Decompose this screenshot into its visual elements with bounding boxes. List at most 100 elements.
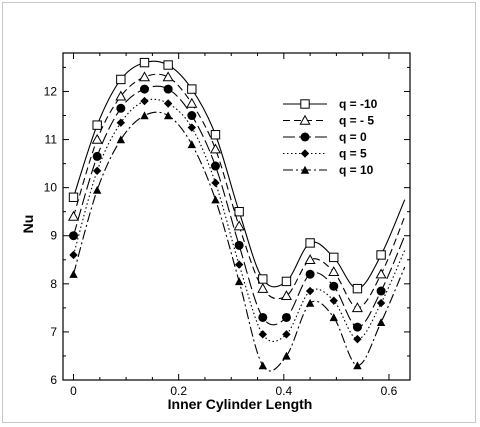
data-point [163,99,173,108]
series-5 [69,111,406,372]
series-layer [67,57,406,372]
series-4 [69,96,406,344]
plot-area [62,52,411,381]
y-tick-label: 9 [50,229,57,243]
data-point [163,111,173,120]
data-point [352,283,363,294]
data-point [305,238,315,248]
data-point [305,298,315,307]
axes-layer: 0 0.2 0.4 0.6 6 7 8 9 10 11 12 [44,53,410,398]
legend-marker [300,132,310,142]
data-point [210,130,221,140]
legend-label: q = - 5 [339,114,374,128]
legend: q = -10 q = - 5 q = 0 q = 5 q = 10 [283,97,378,177]
data-point [187,111,197,121]
data-point [376,250,386,260]
data-point [116,74,126,85]
data-point [353,334,362,344]
data-point [140,111,149,120]
data-point [140,96,149,106]
data-point [211,178,220,188]
data-point [376,318,386,326]
data-point [258,274,268,284]
data-point [69,231,79,241]
data-point [116,118,126,127]
data-point [139,84,149,94]
data-point [282,351,291,360]
data-point [258,312,268,322]
data-point [280,290,292,301]
legend-label: q = 5 [339,147,367,161]
data-point [116,135,126,144]
data-point [92,120,102,130]
x-tick-label: 0 [70,384,77,398]
data-point [67,210,80,221]
data-point [116,103,126,113]
x-tick-label: 0.4 [275,384,292,398]
legend-label: q = 0 [339,130,367,144]
data-point [258,330,267,339]
data-point [163,60,173,70]
data-point [92,185,102,194]
data-point [233,220,245,231]
x-tick-label: 0.2 [170,384,187,398]
data-point [115,90,127,101]
x-tick-label: 0.6 [381,384,398,398]
data-point [329,296,338,305]
data-point [162,71,174,82]
data-point [281,276,292,287]
legend-marker [299,114,311,125]
data-point [352,322,362,332]
data-point [329,313,338,322]
legend-label: q = -10 [339,97,378,111]
data-point [376,286,386,296]
legend-entry: q = -10 [283,97,378,111]
legend-marker [300,165,310,174]
y-tick-label: 10 [44,181,58,195]
legend-entry: q = - 5 [283,114,374,128]
y-tick-label: 12 [44,84,58,98]
data-point [68,192,79,202]
plot-border [62,52,411,381]
data-point [92,151,102,161]
legend-label: q = 10 [339,163,374,177]
data-point [257,282,269,293]
data-point [328,266,340,277]
data-point [375,268,387,279]
data-point [209,143,222,154]
series-2 [67,71,406,313]
legend-entry: q = 5 [283,147,367,161]
data-point [91,133,103,144]
data-point [163,84,173,94]
data-point [234,206,244,217]
legend-marker [300,99,310,109]
data-point [187,84,197,94]
series-line [72,98,406,342]
data-point [211,195,220,204]
data-point [138,71,151,82]
data-point [187,140,197,149]
data-point [304,254,316,264]
data-point [234,260,244,269]
data-point [186,97,198,108]
data-point [258,361,267,370]
y-axis-label: Nu [20,215,36,234]
data-point [376,298,386,308]
data-point [351,302,363,313]
data-point [305,286,315,296]
data-point [234,240,244,250]
data-point [305,269,315,279]
data-point [69,250,78,260]
data-point [353,361,362,370]
y-tick-label: 11 [45,133,58,147]
data-point [282,330,291,339]
legend-marker [300,149,310,158]
legend-entry: q = 0 [283,130,367,144]
data-point [210,161,220,171]
x-axis-label: Inner Cylinder Length [168,396,313,412]
legend-entry: q = 10 [283,163,374,177]
data-point [281,312,291,322]
data-point [139,57,150,68]
series-3 [69,84,406,332]
